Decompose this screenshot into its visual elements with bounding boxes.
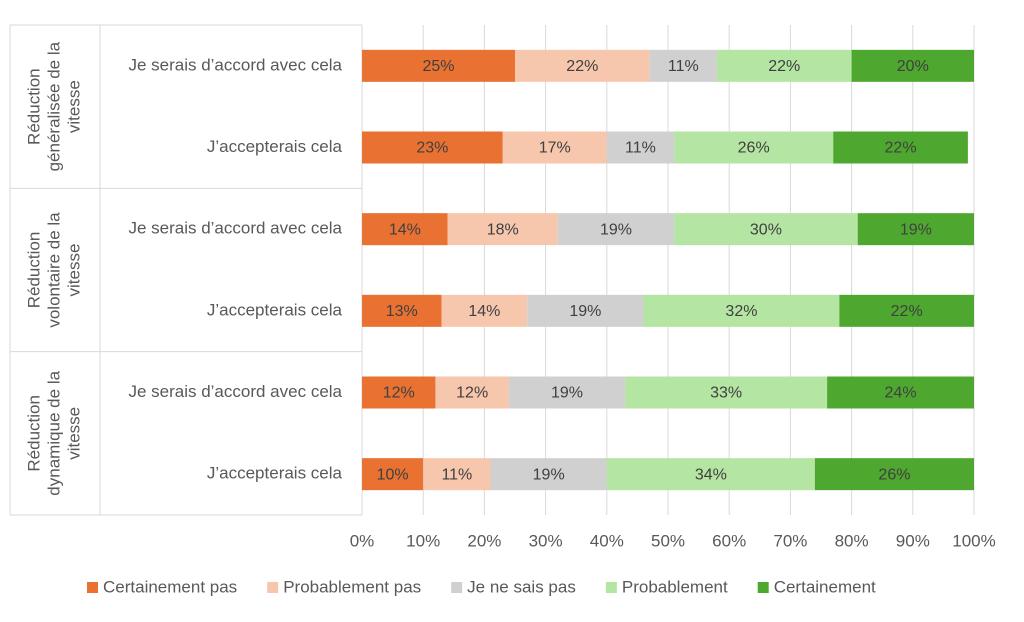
- bar-segment: [839, 294, 974, 327]
- bar-segment: [515, 49, 650, 82]
- group-label: généralisée de la: [44, 41, 63, 171]
- legend-label: Probablement pas: [283, 577, 421, 596]
- value-label: 14%: [468, 303, 500, 320]
- value-label: 32%: [725, 303, 757, 320]
- bar-segment: [362, 49, 515, 82]
- value-label: 22%: [566, 58, 598, 75]
- value-label: 11%: [668, 58, 699, 75]
- bar-segment: [851, 49, 974, 82]
- y-tick-label: Je serais d’accord avec cela: [128, 55, 342, 74]
- value-label: 34%: [695, 466, 727, 483]
- bar-segment: [716, 49, 852, 82]
- legend-label: Je ne sais pas: [467, 577, 576, 596]
- value-label: 22%: [768, 58, 800, 75]
- bar-segment: [606, 458, 815, 491]
- x-tick-label: 60%: [712, 531, 746, 550]
- bar-segment: [490, 458, 607, 491]
- x-tick-label: 80%: [835, 531, 869, 550]
- legend-swatch: [451, 582, 463, 593]
- group-label: vitesse: [64, 407, 83, 460]
- legend-swatch: [267, 582, 279, 593]
- bar-segment: [447, 213, 558, 246]
- bar-segment: [625, 376, 828, 409]
- value-label: 22%: [891, 303, 923, 320]
- value-label: 23%: [416, 140, 448, 157]
- y-tick-label: Je serais d’accord avec cela: [128, 382, 342, 401]
- x-tick-label: 100%: [952, 531, 995, 550]
- value-label: 10%: [377, 466, 409, 483]
- value-label: 13%: [386, 303, 418, 320]
- group-label: Réduction: [24, 395, 43, 472]
- value-label: 12%: [383, 385, 415, 402]
- bar-segment: [643, 294, 840, 327]
- bar-segment: [502, 131, 607, 164]
- group-label: dynamique de la: [44, 370, 63, 495]
- bar-segment: [814, 458, 974, 491]
- value-label: 24%: [885, 385, 917, 402]
- value-label: 19%: [600, 221, 632, 238]
- legend-swatch: [87, 582, 98, 593]
- legend-label: Certainement: [774, 577, 876, 596]
- legend-label: Probablement: [622, 577, 728, 596]
- legend-label: Certainement pas: [103, 577, 237, 596]
- value-label: 30%: [750, 221, 782, 238]
- group-label: vitesse: [64, 244, 83, 297]
- x-tick-label: 50%: [651, 531, 685, 550]
- value-label: 11%: [625, 140, 656, 157]
- value-label: 22%: [885, 140, 917, 157]
- value-label: 11%: [441, 466, 472, 483]
- bar-segment: [833, 131, 968, 164]
- group-label: Réduction: [24, 232, 43, 309]
- x-tick-label: 70%: [773, 531, 807, 550]
- y-tick-label: J’accepterais cela: [207, 137, 343, 156]
- bar-segment: [827, 376, 974, 409]
- value-label: 26%: [738, 140, 770, 157]
- value-label: 26%: [878, 466, 910, 483]
- x-tick-label: 30%: [529, 531, 563, 550]
- value-label: 33%: [710, 385, 742, 402]
- value-label: 14%: [389, 221, 421, 238]
- bar-segment: [362, 294, 442, 327]
- bar-segment: [441, 294, 528, 327]
- value-label: 18%: [487, 221, 519, 238]
- y-tick-label: Je serais d’accord avec cela: [128, 219, 342, 238]
- y-tick-label: J’accepterais cela: [207, 464, 343, 483]
- bar-segment: [606, 131, 675, 164]
- bar-segment: [362, 458, 424, 491]
- value-label: 19%: [900, 221, 932, 238]
- bar-segment: [435, 376, 509, 409]
- value-label: 19%: [533, 466, 565, 483]
- bar-segment: [423, 458, 491, 491]
- x-tick-label: 40%: [590, 531, 624, 550]
- x-tick-label: 90%: [896, 531, 930, 550]
- group-label: Réduction: [24, 68, 43, 145]
- group-label: vitesse: [64, 80, 83, 133]
- y-tick-label: J’accepterais cela: [207, 300, 343, 319]
- bar-segment: [362, 131, 503, 164]
- value-label: 19%: [569, 303, 601, 320]
- value-label: 25%: [422, 58, 454, 75]
- legend-swatch: [605, 582, 617, 593]
- legend: Certainement pas Probablement pas Je ne sa…: [87, 577, 876, 596]
- bar-segment: [508, 376, 626, 409]
- value-label: 20%: [897, 58, 929, 75]
- group-label: volontaire de la: [44, 212, 63, 328]
- x-tick-label: 10%: [406, 531, 440, 550]
- bar-segment: [362, 376, 436, 409]
- bar-segment: [674, 131, 834, 164]
- bar-segment: [362, 213, 448, 246]
- bar-segment: [649, 49, 717, 82]
- bar-segment: [527, 294, 644, 327]
- x-tick-label: 0%: [350, 531, 375, 550]
- value-label: 12%: [456, 385, 488, 402]
- value-label: 19%: [551, 385, 583, 402]
- bar-segment: [857, 213, 974, 246]
- value-label: 17%: [539, 140, 571, 157]
- bar-segment: [557, 213, 675, 246]
- legend-swatch: [757, 582, 769, 593]
- bar-segment: [674, 213, 858, 246]
- x-tick-label: 20%: [467, 531, 501, 550]
